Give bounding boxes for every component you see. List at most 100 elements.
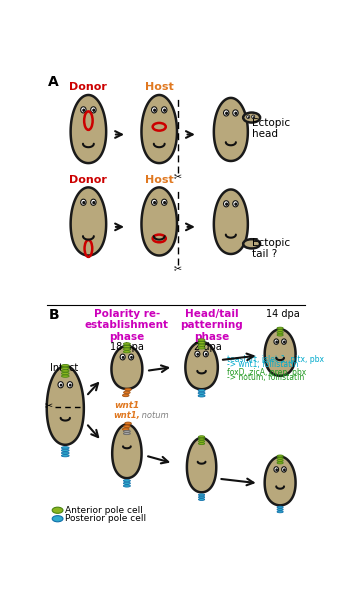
Text: -> wnt1, follistatin: -> wnt1, follistatin: [227, 359, 298, 368]
Ellipse shape: [81, 199, 86, 206]
Ellipse shape: [198, 339, 205, 341]
Ellipse shape: [120, 354, 125, 360]
Text: teashirt, islet-1, pitx, pbx: teashirt, islet-1, pitx, pbx: [227, 355, 324, 364]
Text: -> notum, follistatin: -> notum, follistatin: [227, 373, 304, 382]
Text: Head/tail
patterning
phase: Head/tail patterning phase: [180, 310, 243, 342]
Text: Polarity re-
establishment
phase: Polarity re- establishment phase: [85, 310, 169, 342]
Ellipse shape: [252, 115, 255, 118]
Text: ✂: ✂: [45, 400, 53, 410]
Ellipse shape: [61, 447, 69, 449]
Text: ✂: ✂: [174, 263, 182, 273]
Ellipse shape: [205, 353, 208, 356]
Ellipse shape: [153, 109, 156, 112]
Ellipse shape: [195, 351, 200, 357]
Polygon shape: [214, 189, 248, 254]
Polygon shape: [265, 329, 296, 376]
Ellipse shape: [61, 454, 69, 457]
Ellipse shape: [247, 115, 250, 118]
Ellipse shape: [61, 370, 69, 372]
Text: Anterior pole cell: Anterior pole cell: [65, 506, 143, 514]
Ellipse shape: [61, 375, 69, 377]
Ellipse shape: [277, 511, 283, 513]
Ellipse shape: [283, 341, 286, 344]
Ellipse shape: [123, 482, 130, 484]
Ellipse shape: [253, 117, 254, 118]
Ellipse shape: [224, 110, 229, 116]
Ellipse shape: [162, 199, 167, 206]
Ellipse shape: [203, 351, 208, 357]
Ellipse shape: [198, 344, 205, 346]
Ellipse shape: [122, 394, 129, 397]
Ellipse shape: [163, 201, 166, 204]
Ellipse shape: [69, 383, 72, 386]
Polygon shape: [185, 342, 218, 389]
Ellipse shape: [81, 107, 86, 113]
Ellipse shape: [275, 468, 278, 471]
Text: 14 dpa: 14 dpa: [265, 310, 299, 319]
Ellipse shape: [91, 107, 96, 113]
Ellipse shape: [199, 438, 205, 440]
Ellipse shape: [282, 339, 286, 344]
Ellipse shape: [243, 239, 260, 248]
Text: notum: notum: [139, 411, 169, 420]
Text: Intact: Intact: [50, 363, 79, 373]
Ellipse shape: [234, 112, 237, 115]
Ellipse shape: [277, 329, 283, 332]
Text: Host: Host: [145, 82, 174, 92]
Ellipse shape: [198, 392, 205, 394]
Ellipse shape: [282, 467, 286, 472]
Ellipse shape: [277, 334, 283, 336]
Ellipse shape: [123, 485, 130, 487]
Ellipse shape: [199, 496, 205, 498]
Ellipse shape: [61, 452, 69, 454]
Ellipse shape: [123, 343, 130, 345]
Ellipse shape: [162, 107, 167, 113]
Ellipse shape: [277, 506, 283, 508]
Ellipse shape: [198, 347, 205, 349]
Ellipse shape: [163, 109, 166, 112]
Ellipse shape: [122, 428, 129, 430]
Ellipse shape: [274, 339, 279, 344]
Ellipse shape: [130, 356, 133, 359]
Ellipse shape: [198, 341, 205, 344]
Text: wnt1,: wnt1,: [114, 411, 140, 420]
Polygon shape: [141, 95, 177, 163]
Ellipse shape: [123, 348, 130, 350]
Text: 18 hpa: 18 hpa: [110, 343, 144, 352]
Text: Posterior pole cell: Posterior pole cell: [65, 514, 146, 523]
Ellipse shape: [198, 389, 205, 392]
Ellipse shape: [277, 508, 283, 510]
Ellipse shape: [61, 373, 69, 374]
Ellipse shape: [123, 425, 130, 428]
Polygon shape: [111, 346, 142, 389]
Text: Ectopic
head: Ectopic head: [252, 118, 290, 139]
Ellipse shape: [153, 201, 156, 204]
Ellipse shape: [125, 422, 131, 425]
Ellipse shape: [123, 433, 130, 435]
Text: Ectopic
tail ?: Ectopic tail ?: [252, 237, 290, 259]
Ellipse shape: [82, 109, 85, 112]
Ellipse shape: [248, 117, 249, 118]
Ellipse shape: [123, 346, 130, 347]
Polygon shape: [71, 188, 106, 255]
Polygon shape: [141, 188, 177, 255]
Ellipse shape: [225, 112, 228, 115]
Ellipse shape: [277, 332, 283, 334]
Text: 2 dpa: 2 dpa: [194, 343, 222, 352]
Ellipse shape: [277, 460, 283, 462]
Ellipse shape: [52, 516, 63, 522]
Ellipse shape: [129, 354, 134, 360]
Ellipse shape: [243, 112, 260, 123]
Ellipse shape: [277, 462, 283, 464]
Polygon shape: [187, 438, 216, 492]
Text: foxD, zicA, prep, pbx: foxD, zicA, prep, pbx: [227, 368, 306, 377]
Ellipse shape: [123, 391, 130, 394]
Ellipse shape: [60, 383, 62, 386]
Ellipse shape: [61, 367, 69, 370]
Ellipse shape: [277, 455, 283, 457]
Ellipse shape: [152, 199, 157, 206]
Ellipse shape: [52, 507, 63, 513]
Ellipse shape: [225, 203, 228, 206]
Text: B: B: [48, 308, 59, 322]
Ellipse shape: [274, 467, 279, 472]
